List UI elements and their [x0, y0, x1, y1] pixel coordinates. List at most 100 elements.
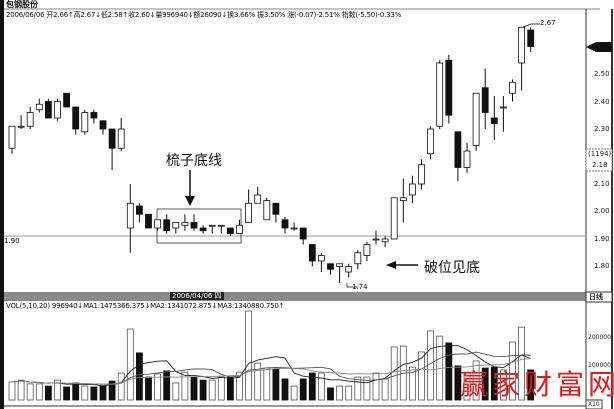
candle-down — [527, 27, 535, 52]
candle-up — [363, 241, 371, 261]
price-tick: 2.10 — [594, 180, 610, 188]
candle-body — [481, 87, 489, 113]
candle-body — [336, 263, 344, 267]
volume-bar — [45, 385, 52, 401]
candle-body — [217, 224, 225, 227]
candle-down — [445, 54, 453, 124]
candle-up — [372, 230, 380, 245]
volume-bar — [126, 328, 134, 401]
volume-bar — [518, 326, 525, 401]
volume-bar — [63, 386, 70, 401]
candle-up — [390, 197, 398, 240]
price-tick: 1.90 — [594, 235, 610, 243]
candle-up — [472, 92, 480, 151]
candle-body — [245, 202, 253, 223]
period-box[interactable] — [585, 291, 613, 303]
price-tick: 2.40 — [594, 98, 610, 106]
candle-body — [17, 125, 25, 128]
candle-down — [108, 128, 116, 171]
volume-bar — [345, 385, 353, 401]
candle-up — [499, 96, 507, 132]
volume-bar — [454, 365, 462, 401]
candle-body — [418, 164, 425, 185]
candle-up — [245, 189, 253, 223]
candle-body — [135, 205, 143, 215]
candle-body — [26, 112, 34, 127]
candle-up — [236, 219, 243, 234]
low-price-label: 1.74 — [352, 283, 368, 291]
candle-body — [163, 219, 171, 232]
candle-up — [254, 186, 262, 204]
cursor-price-box — [585, 148, 613, 172]
volume-bar — [263, 367, 271, 401]
candle-body — [145, 213, 152, 229]
cursor-bar-index: (1194) — [588, 150, 612, 158]
candle-up — [172, 222, 180, 234]
price-tick: 2.50 — [594, 70, 610, 78]
volume-bar — [418, 351, 425, 401]
cursor-price: 2.18 — [592, 161, 608, 169]
candle-body — [390, 197, 398, 240]
candle-up — [126, 184, 134, 253]
candle-body — [509, 81, 516, 94]
candle-body — [408, 183, 416, 196]
candle-up — [154, 219, 162, 231]
volume-bar — [154, 373, 162, 401]
candle-body — [35, 103, 43, 111]
candle-up — [345, 263, 353, 278]
candle-body — [254, 194, 262, 204]
candle-up — [317, 252, 325, 272]
candle-body — [472, 92, 480, 146]
arrow-left-icon — [386, 261, 396, 269]
candle-down — [199, 225, 207, 234]
candle-up — [427, 126, 435, 160]
volume-bar — [499, 369, 507, 401]
candle-up — [208, 224, 216, 234]
candle-body — [490, 117, 498, 124]
candle-up — [35, 98, 43, 113]
volume-ma5-line — [11, 345, 531, 387]
price-tick: 1.80 — [594, 262, 610, 270]
volume-unit-box — [585, 399, 603, 409]
volume-bar — [445, 342, 453, 401]
candle-body — [518, 26, 525, 64]
candle-up — [181, 214, 189, 231]
high-label-leader — [522, 23, 540, 28]
candle-up — [354, 250, 362, 270]
volume-bar — [145, 376, 152, 401]
candle-up — [290, 222, 298, 231]
candle-body — [381, 238, 389, 243]
candle-up — [81, 109, 89, 135]
candle-down — [63, 92, 70, 108]
volume-bar — [299, 378, 307, 401]
candle-body — [226, 227, 234, 234]
candle-body — [427, 128, 435, 155]
volume-bar — [463, 371, 471, 401]
candle-down — [272, 202, 280, 223]
arrow-down-icon — [185, 196, 195, 206]
candle-body — [208, 224, 216, 227]
left-border — [0, 0, 4, 409]
candle-down — [145, 213, 152, 229]
period-label[interactable]: 日线 — [589, 293, 603, 301]
candle-body — [445, 59, 453, 116]
candle-up — [117, 118, 125, 151]
volume-bar — [108, 380, 116, 401]
low-label-leader — [346, 283, 358, 288]
volume-bar — [272, 368, 280, 401]
candle-body — [81, 112, 89, 133]
candle-up — [54, 98, 61, 121]
candle-up — [518, 26, 525, 91]
candle-up — [408, 175, 416, 204]
volume-bar — [390, 346, 398, 401]
candle-body — [199, 227, 207, 232]
volume-bar — [81, 385, 89, 401]
volume-bar — [99, 385, 107, 401]
candle-down — [99, 120, 107, 135]
price-tick: 2.00 — [594, 207, 610, 215]
volume-bar — [54, 379, 61, 401]
price-pointer-icon — [586, 42, 612, 52]
volume-bar — [135, 352, 143, 401]
